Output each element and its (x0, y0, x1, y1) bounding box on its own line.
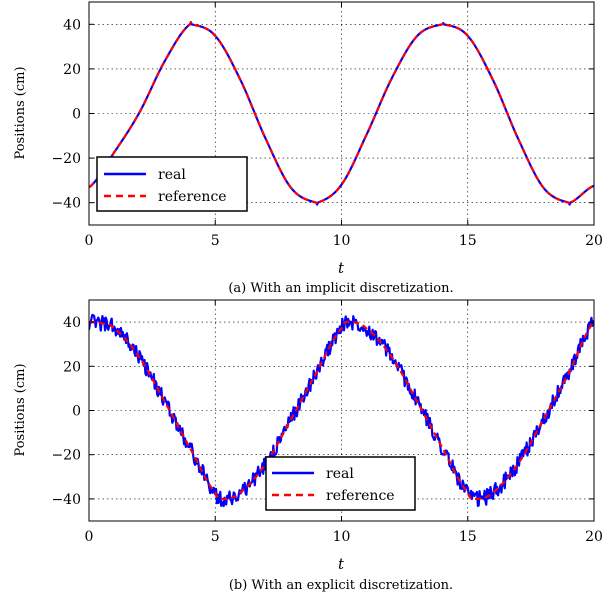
ytick-label: −40 (51, 492, 81, 508)
panel-b: 40 20 0 −20 −40 0 5 10 15 20 Positions (… (13, 299, 603, 593)
legend-box (265, 456, 416, 511)
ytick-label: 0 (72, 404, 81, 420)
series-line-reference (89, 20, 594, 206)
ytick-label: −20 (51, 151, 81, 167)
xtick-label: 20 (585, 233, 603, 249)
ytick-label: 40 (63, 17, 81, 33)
xtick-label: 5 (211, 529, 220, 545)
ytick-label: 40 (63, 315, 81, 331)
panel-a: 40 20 0 −20 −40 0 5 10 15 20 Positions (… (13, 1, 603, 296)
legend-label: real (158, 167, 186, 183)
legend-label: reference (158, 189, 227, 205)
xtick-label: 10 (333, 233, 351, 249)
legend: real reference (265, 456, 416, 511)
caption-b: (b) With an explicit discretization. (229, 578, 453, 593)
xtick-label: 15 (459, 233, 477, 249)
ytick-label: 20 (63, 62, 81, 78)
series-line-reference (89, 320, 594, 501)
legend-label: reference (326, 488, 395, 504)
xtick-label: 5 (211, 233, 220, 249)
ytick-label: −40 (51, 196, 81, 212)
ytick-label: 0 (72, 107, 81, 123)
xtick-label: 0 (85, 529, 94, 545)
xtick-label: 15 (459, 529, 477, 545)
x-axis-label: t (338, 555, 345, 573)
legend-label: real (326, 466, 354, 482)
ytick-label: −20 (51, 448, 81, 464)
xtick-label: 10 (333, 529, 351, 545)
y-axis-label: Positions (cm) (13, 363, 28, 456)
legend: real reference (96, 156, 248, 212)
x-axis-label: t (338, 259, 345, 277)
xtick-label: 20 (585, 529, 603, 545)
ytick-label: 20 (63, 359, 81, 375)
caption-a: (a) With an implicit discretization. (228, 281, 453, 296)
xtick-label: 0 (85, 233, 94, 249)
legend-box (96, 156, 248, 212)
y-axis-label: Positions (cm) (13, 66, 28, 159)
